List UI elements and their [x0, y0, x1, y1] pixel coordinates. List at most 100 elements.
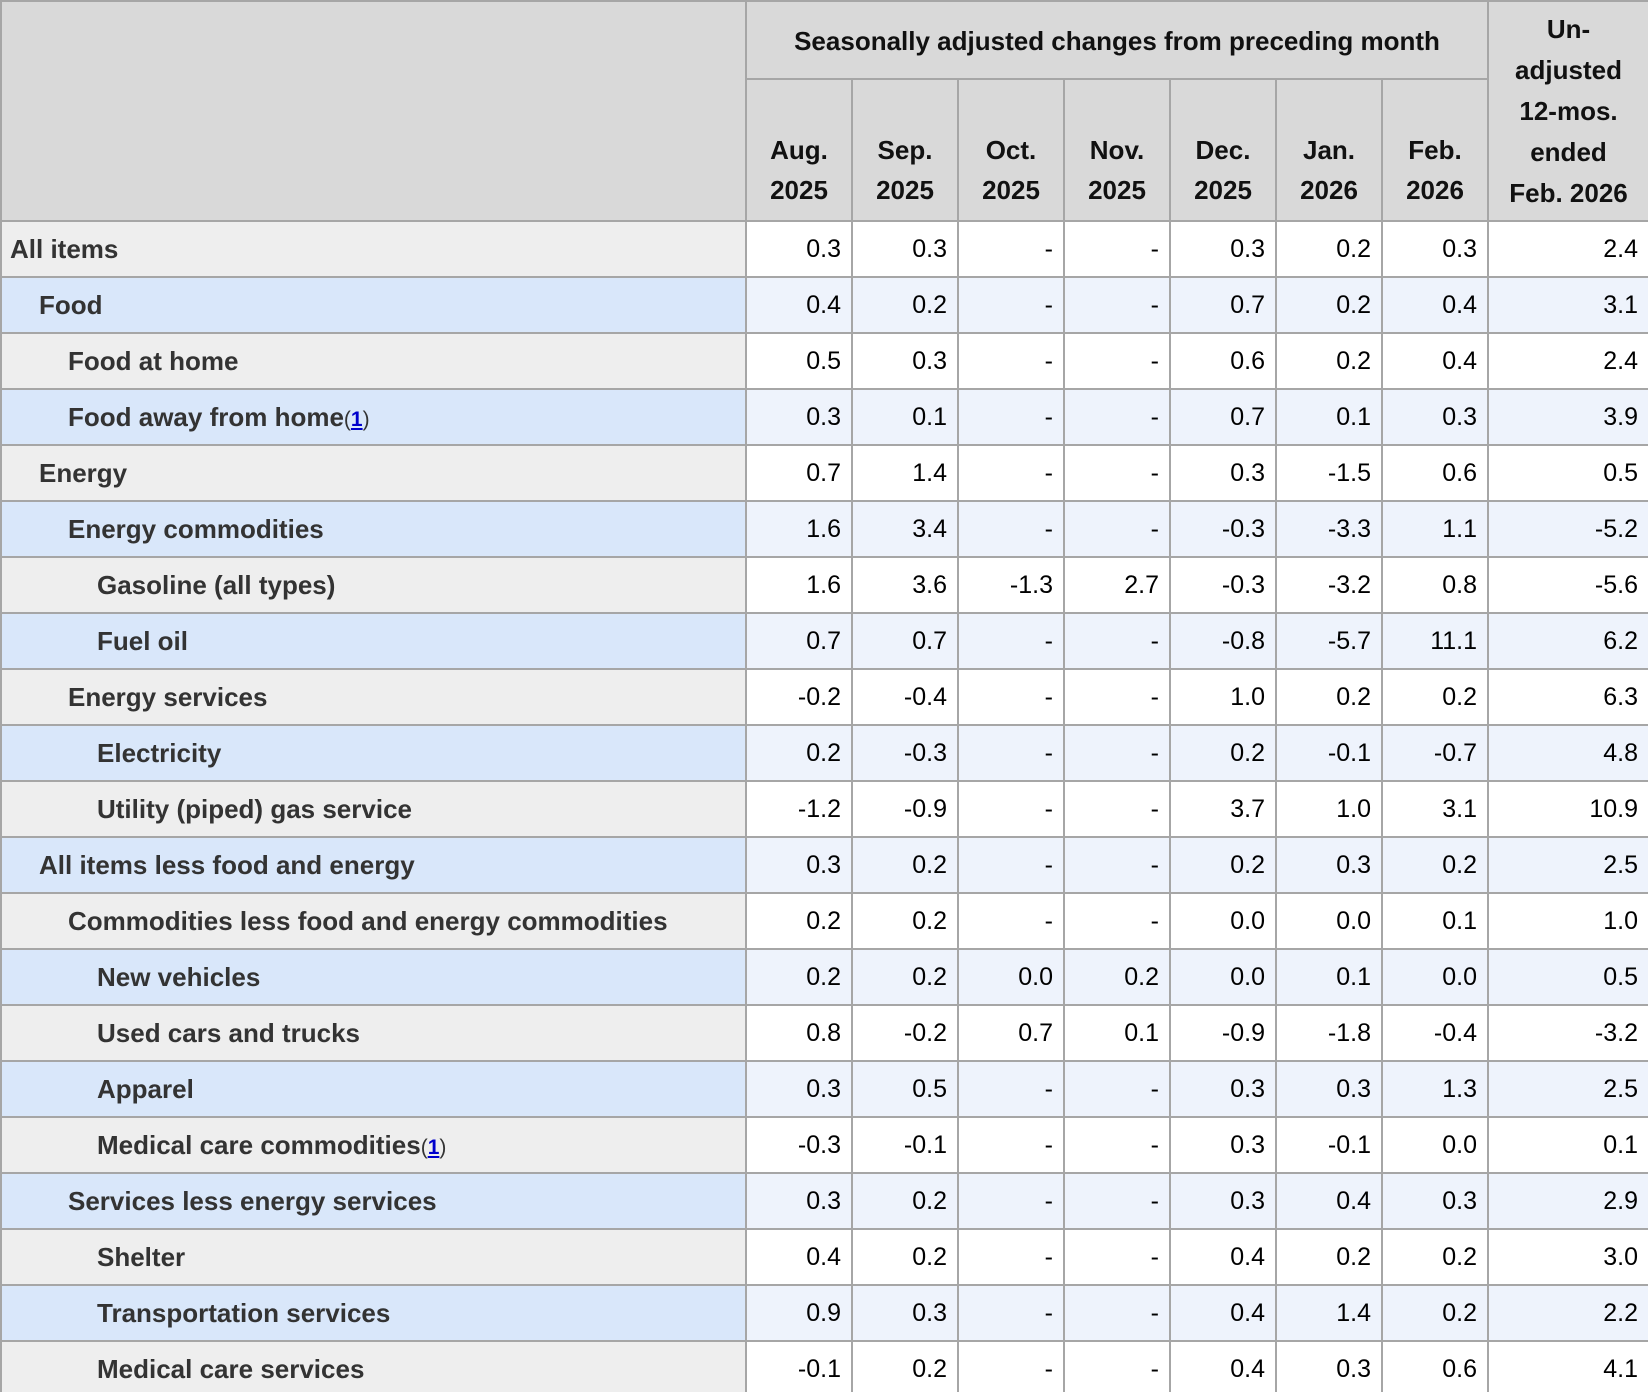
value-cell: 0.8 — [1380, 556, 1490, 614]
row-label-text: Used cars and trucks — [97, 1017, 361, 1048]
row-label-text: All items — [10, 233, 119, 264]
value-cell: 1.3 — [1380, 1060, 1490, 1118]
value-cell: 2.7 — [1063, 556, 1171, 614]
value-cell: -1.8 — [1275, 1004, 1383, 1062]
row-label: Apparel(1) — [0, 1060, 747, 1118]
value-cell: -0.1 — [745, 1340, 853, 1392]
table-row: Fuel oil(1) 0.7 0.7 - - -0.8 -5.7 11.1 6… — [0, 612, 1648, 670]
value-cell: -0.3 — [1169, 500, 1277, 558]
value-cell: - — [957, 444, 1065, 502]
table-row: Energy commodities(1) 1.6 3.4 - - -0.3 -… — [0, 500, 1648, 558]
footnote-1-link[interactable]: 1 — [350, 407, 363, 431]
footnote-1-link[interactable]: 1 — [427, 1135, 440, 1159]
value-cell: 0.2 — [851, 1228, 959, 1286]
corner-header-cell — [0, 0, 747, 222]
row-label: All items less food and energy(1) — [0, 836, 747, 894]
value-cell: - — [957, 388, 1065, 446]
value-cell: -0.1 — [851, 1116, 959, 1174]
row-label-text: Commodities less food and energy commodi… — [68, 905, 668, 936]
value-cell: - — [1063, 1228, 1171, 1286]
value-cell: 2.4 — [1487, 220, 1648, 278]
value-cell: 0.0 — [957, 948, 1065, 1006]
value-cell: - — [1063, 780, 1171, 838]
table-header: Seasonally adjusted changes from precedi… — [0, 0, 1648, 222]
value-cell: 0.0 — [1169, 892, 1277, 950]
value-cell: 0.4 — [1380, 332, 1490, 390]
value-cell: -5.6 — [1487, 556, 1648, 614]
value-cell: 0.2 — [1169, 836, 1277, 894]
row-label: Services less energy services(1) — [0, 1172, 747, 1230]
row-label: Medical care services(1) — [0, 1340, 747, 1392]
value-cell: -0.8 — [1169, 612, 1277, 670]
table-row: All items(1) 0.3 0.3 - - 0.3 0.2 0.3 2.4 — [0, 220, 1648, 278]
value-cell: - — [1063, 668, 1171, 726]
value-cell: 0.0 — [1275, 892, 1383, 950]
value-cell: - — [1063, 444, 1171, 502]
value-cell: 0.2 — [745, 892, 853, 950]
value-cell: 0.6 — [1380, 444, 1490, 502]
value-cell: 0.5 — [1487, 948, 1648, 1006]
value-cell: 0.0 — [1380, 1116, 1490, 1174]
row-label: Energy services(1) — [0, 668, 747, 726]
value-cell: 0.5 — [1487, 444, 1648, 502]
value-cell: 0.0 — [1380, 948, 1490, 1006]
value-cell: - — [957, 1284, 1065, 1342]
footnote-open-paren: ( — [420, 1135, 428, 1159]
value-cell: 0.2 — [1275, 668, 1383, 726]
value-cell: -3.2 — [1275, 556, 1383, 614]
value-cell: 0.5 — [851, 1060, 959, 1118]
row-label-text: Food away from home — [68, 401, 344, 432]
value-cell: 0.1 — [1380, 892, 1490, 950]
value-cell: 0.3 — [1169, 1116, 1277, 1174]
value-cell: 0.0 — [1169, 948, 1277, 1006]
value-cell: 0.2 — [1063, 948, 1171, 1006]
value-cell: 1.0 — [1275, 780, 1383, 838]
value-cell: 0.3 — [1169, 220, 1277, 278]
value-cell: 0.4 — [1275, 1172, 1383, 1230]
value-cell: 10.9 — [1487, 780, 1648, 838]
row-label-text: Services less energy services — [68, 1185, 437, 1216]
value-cell: 3.0 — [1487, 1228, 1648, 1286]
value-cell: 0.4 — [1169, 1340, 1277, 1392]
value-cell: 1.0 — [1169, 668, 1277, 726]
value-cell: 0.7 — [1169, 388, 1277, 446]
value-cell: 0.8 — [745, 1004, 853, 1062]
footnote: (1) — [421, 1130, 447, 1160]
value-cell: 3.4 — [851, 500, 959, 558]
row-label-text: Fuel oil — [97, 625, 188, 656]
value-cell: - — [1063, 1172, 1171, 1230]
value-cell: - — [957, 500, 1065, 558]
value-cell: - — [957, 1228, 1065, 1286]
value-cell: 0.2 — [1275, 276, 1383, 334]
column-header-jan-2026: Jan. 2026 — [1275, 78, 1383, 222]
value-cell: - — [1063, 332, 1171, 390]
row-label-text: Shelter — [97, 1241, 186, 1272]
value-cell: 0.1 — [1063, 1004, 1171, 1062]
value-cell: 0.2 — [851, 892, 959, 950]
value-cell: - — [957, 220, 1065, 278]
table-row: Energy services(1) -0.2 -0.4 - - 1.0 0.2… — [0, 668, 1648, 726]
value-cell: -3.3 — [1275, 500, 1383, 558]
value-cell: - — [1063, 220, 1171, 278]
row-label: Fuel oil(1) — [0, 612, 747, 670]
table-row: New vehicles(1) 0.2 0.2 0.0 0.2 0.0 0.1 … — [0, 948, 1648, 1006]
value-cell: -3.2 — [1487, 1004, 1648, 1062]
value-cell: -0.4 — [1380, 1004, 1490, 1062]
row-label-text: Food — [39, 289, 103, 320]
value-cell: - — [957, 1116, 1065, 1174]
value-cell: 0.2 — [1380, 1284, 1490, 1342]
value-cell: 0.6 — [1169, 332, 1277, 390]
value-cell: 0.4 — [1380, 276, 1490, 334]
value-cell: 0.3 — [1169, 444, 1277, 502]
value-cell: 4.1 — [1487, 1340, 1648, 1392]
table-row: Apparel(1) 0.3 0.5 - - 0.3 0.3 1.3 2.5 — [0, 1060, 1648, 1118]
value-cell: 0.6 — [1380, 1340, 1490, 1392]
value-cell: 0.2 — [1275, 1228, 1383, 1286]
value-cell: 2.2 — [1487, 1284, 1648, 1342]
value-cell: 6.2 — [1487, 612, 1648, 670]
value-cell: 0.2 — [851, 836, 959, 894]
value-cell: - — [957, 780, 1065, 838]
value-cell: 0.3 — [745, 1060, 853, 1118]
value-cell: -0.4 — [851, 668, 959, 726]
value-cell: 3.7 — [1169, 780, 1277, 838]
